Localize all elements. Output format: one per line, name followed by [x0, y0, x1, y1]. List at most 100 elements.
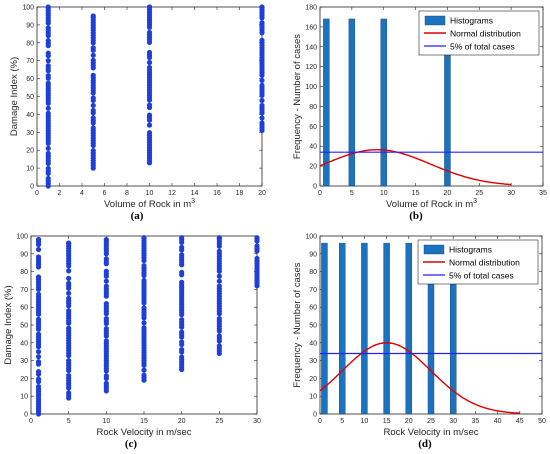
data-point	[259, 115, 265, 121]
histogram-bar	[321, 242, 328, 415]
y-tick-label: 30	[26, 130, 34, 137]
y-tick-label: 70	[20, 287, 28, 294]
y-tick-label: 20	[309, 376, 317, 383]
panel-label: (d)	[418, 438, 432, 450]
data-point	[146, 59, 153, 66]
panel-label: (c)	[125, 438, 138, 450]
data-point	[45, 38, 51, 44]
x-tick-label: 30	[449, 418, 457, 425]
x-tick-label: 5	[340, 418, 344, 425]
x-tick-label: 5	[67, 418, 71, 425]
data-point	[259, 82, 265, 89]
y-axis-label: Frequency - Number of cases	[292, 262, 303, 387]
data-point	[179, 354, 185, 360]
y-tick-label: 20	[20, 376, 28, 383]
data-point	[103, 301, 109, 307]
data-point	[90, 52, 96, 58]
legend-label: Histograms	[450, 16, 493, 26]
x-tick-label: 0	[35, 190, 39, 197]
data-point	[179, 346, 185, 353]
x-tick-label: 50	[538, 418, 546, 425]
x-axis-label: Rock Velocity in m/sec	[383, 427, 478, 438]
x-tick-label: 10	[361, 418, 369, 425]
x-tick-label: 35	[539, 190, 547, 197]
x-tick-label: 20	[258, 190, 266, 197]
x-axis-label: Volume of Rock in m3	[104, 198, 195, 210]
y-tick-label: 50	[20, 323, 28, 330]
y-tick-label: 0	[313, 412, 317, 419]
x-tick-label: 10	[380, 190, 388, 197]
data-point	[179, 235, 185, 241]
y-tick-label: 80	[20, 269, 28, 276]
data-point	[141, 235, 147, 241]
panel-label: (a)	[131, 210, 144, 222]
data-point	[179, 329, 185, 335]
y-tick-label: 90	[26, 22, 34, 29]
data-point	[259, 4, 265, 10]
data-point	[90, 107, 96, 114]
data-point	[103, 325, 109, 332]
x-tick-label: 18	[236, 190, 244, 197]
data-point	[216, 273, 222, 279]
histogram-bar	[380, 18, 387, 187]
data-point	[146, 64, 153, 71]
data-point	[216, 343, 222, 349]
y-tick-label: 60	[26, 76, 34, 83]
x-tick-label: 20	[405, 418, 413, 425]
y-tick-label: 100	[16, 234, 28, 241]
data-point	[35, 359, 42, 365]
data-point	[146, 122, 153, 128]
y-tick-label: 0	[24, 412, 28, 419]
data-point	[66, 308, 72, 314]
data-point	[66, 390, 72, 396]
data-point	[179, 339, 185, 345]
y-tick-label: 100	[305, 234, 317, 241]
chart-b: 0 5 10 15 20 25 30 35 0 20 40 60 80 100 120 140 160 180 Vo…	[292, 5, 547, 211]
histogram-bar	[339, 242, 346, 415]
x-tick-label: 0	[318, 190, 322, 197]
data-point	[66, 358, 72, 364]
data-point	[259, 77, 265, 83]
data-point	[45, 25, 51, 31]
x-tick-label: 45	[516, 418, 524, 425]
data-point	[45, 150, 51, 157]
x-tick-label: 15	[412, 190, 420, 197]
data-point	[179, 317, 185, 323]
y-tick-label: 90	[20, 251, 28, 258]
x-tick-label: 20	[444, 190, 452, 197]
x-tick-label: 10	[102, 418, 110, 425]
data-point	[146, 29, 153, 36]
histogram-bar	[348, 18, 356, 187]
data-point	[35, 331, 42, 337]
y-tick-label: 10	[26, 166, 34, 173]
data-point	[179, 252, 185, 258]
data-point	[103, 236, 109, 243]
x-tick-label: 2	[58, 190, 62, 197]
histogram-bar	[383, 242, 390, 415]
x-tick-label: 15	[383, 418, 391, 425]
y-tick-label: 70	[309, 287, 317, 294]
y-axis-label: Damage Index (%)	[9, 57, 20, 136]
data-point	[45, 50, 51, 56]
y-tick-label: 100	[22, 5, 34, 12]
x-tick-label: 16	[213, 190, 221, 197]
data-point	[90, 45, 96, 51]
data-point	[66, 275, 72, 281]
x-tick-label: 30	[507, 190, 515, 197]
data-point	[90, 102, 96, 109]
data-point	[103, 373, 109, 379]
data-point	[45, 105, 51, 111]
x-tick-label: 8	[125, 190, 129, 197]
x-tick-label: 5	[350, 190, 354, 197]
data-point	[146, 130, 153, 136]
x-tick-label: 25	[475, 190, 483, 197]
data-point	[90, 72, 96, 78]
data-point	[103, 315, 109, 322]
data-point	[45, 175, 51, 182]
data-point	[35, 316, 42, 322]
data-point	[45, 165, 51, 172]
data-point	[35, 349, 42, 355]
data-point	[90, 125, 96, 131]
data-point	[179, 269, 185, 275]
y-tick-label: 30	[309, 358, 317, 365]
